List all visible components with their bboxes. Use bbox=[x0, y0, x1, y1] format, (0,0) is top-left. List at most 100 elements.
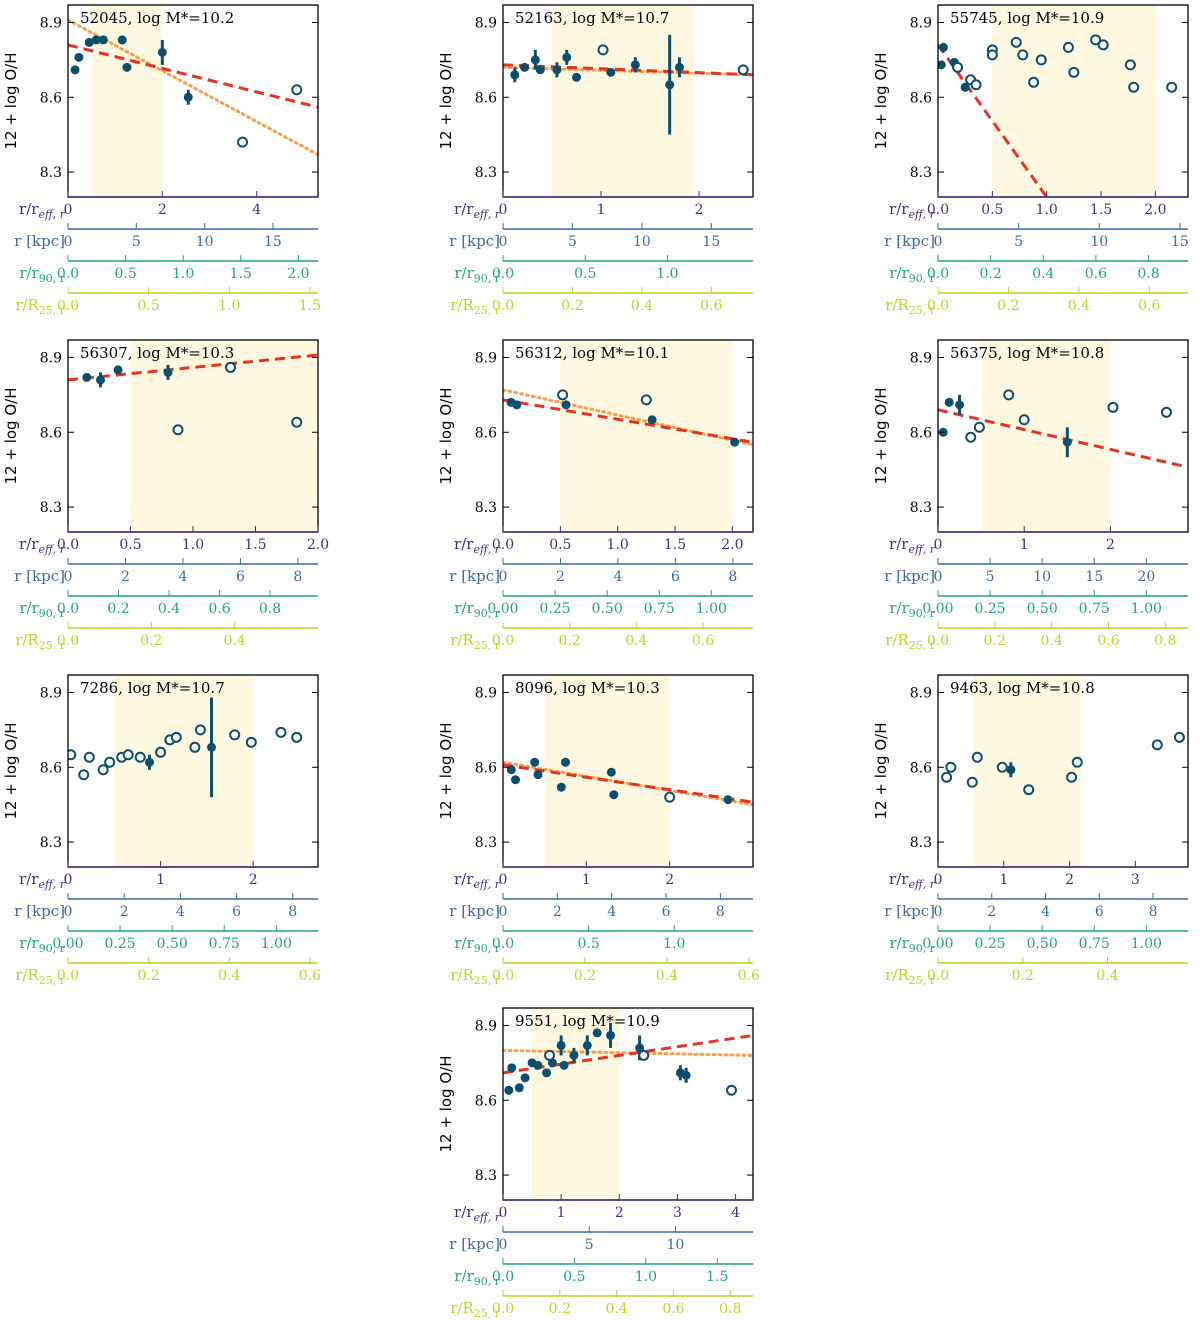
x-tick-label: 0.4 bbox=[158, 601, 180, 617]
x-tick-label: 0 bbox=[499, 1205, 508, 1221]
x-tick-label: 5 bbox=[568, 234, 577, 250]
x-tick-label: 8 bbox=[1149, 904, 1158, 920]
data-point bbox=[98, 35, 108, 45]
x-tick-label: 0.0 bbox=[492, 1269, 514, 1285]
x-tick-label: 0.2 bbox=[140, 633, 162, 649]
x-tick-label: 0 bbox=[64, 904, 73, 920]
x-axis-name: r/reff, r bbox=[19, 870, 66, 891]
data-point bbox=[559, 1060, 569, 1070]
y-tick-label: 8.6 bbox=[475, 90, 497, 106]
shaded-region bbox=[91, 5, 163, 197]
data-point-open bbox=[83, 751, 95, 763]
x-axis-name: r/r90, r bbox=[19, 599, 65, 620]
x-tick-label: 0.0 bbox=[57, 537, 79, 553]
x-tick-label: 0.5 bbox=[114, 266, 136, 282]
x-tick-label: 0.6 bbox=[662, 1301, 684, 1317]
data-point-open bbox=[986, 49, 998, 61]
y-tick-label: 8.6 bbox=[40, 90, 62, 106]
x-tick-label: 0 bbox=[499, 569, 508, 585]
x-tick-label: 0 bbox=[934, 872, 943, 888]
y-tick-label: 8.3 bbox=[910, 835, 932, 851]
x-tick-label: 2 bbox=[987, 904, 996, 920]
x-axis-name: r/R25, r bbox=[450, 1299, 501, 1320]
y-tick-label: 8.9 bbox=[475, 685, 497, 701]
x-tick-label: 0.2 bbox=[997, 298, 1019, 314]
data-point bbox=[504, 1085, 514, 1095]
x-tick-label: 1 bbox=[999, 872, 1008, 888]
x-tick-label: 0.6 bbox=[208, 601, 230, 617]
data-point bbox=[1006, 765, 1016, 775]
x-tick-label: 20 bbox=[1137, 569, 1155, 585]
data-point bbox=[542, 1068, 552, 1078]
x-tick-label: 1.0 bbox=[607, 537, 629, 553]
data-point bbox=[533, 770, 543, 780]
x-tick-label: 0.0 bbox=[927, 633, 949, 649]
data-point-open bbox=[1151, 739, 1163, 751]
data-point bbox=[606, 767, 616, 777]
x-tick-label: 15 bbox=[1085, 569, 1103, 585]
data-point-open bbox=[122, 749, 134, 761]
x-axis-name: r/r90, r bbox=[454, 264, 500, 285]
x-tick-label: 0.4 bbox=[1068, 298, 1090, 314]
x-tick-label: 0 bbox=[499, 234, 508, 250]
x-tick-label: 0.4 bbox=[224, 633, 246, 649]
x-tick-label: 2 bbox=[249, 872, 258, 888]
x-tick-label: 0.8 bbox=[259, 601, 281, 617]
fit-line bbox=[503, 763, 753, 804]
x-tick-label: 0.6 bbox=[692, 633, 714, 649]
y-axis-label: 12 + log O/H bbox=[437, 1056, 455, 1153]
fit-line bbox=[503, 63, 753, 77]
x-tick-label: 0.0 bbox=[492, 968, 514, 984]
data-point-open bbox=[973, 421, 985, 433]
y-axis-label: 12 + log O/H bbox=[2, 388, 20, 485]
data-point bbox=[96, 375, 105, 385]
data-point-open bbox=[737, 64, 749, 76]
data-point bbox=[606, 67, 616, 77]
data-point-open bbox=[78, 769, 90, 781]
data-point bbox=[74, 52, 84, 62]
data-point-open bbox=[1062, 41, 1074, 53]
y-tick-label: 8.9 bbox=[475, 15, 497, 31]
x-tick-label: 6 bbox=[1095, 904, 1104, 920]
data-point bbox=[157, 47, 167, 57]
y-tick-label: 8.3 bbox=[910, 500, 932, 516]
data-point bbox=[506, 765, 516, 775]
x-tick-label: 0 bbox=[499, 904, 508, 920]
y-tick-label: 8.3 bbox=[40, 500, 62, 516]
x-tick-label: 6 bbox=[236, 569, 245, 585]
x-tick-label: 2.0 bbox=[287, 266, 309, 282]
x-tick-label: 0.2 bbox=[107, 601, 129, 617]
x-tick-label: 4 bbox=[178, 569, 187, 585]
panel-56312: 8.3 8.6 8.9 12 + log O/H 56312, log M*=10.1 0… bbox=[437, 339, 754, 652]
x-axis-name: r/r90, r bbox=[19, 934, 65, 955]
x-tick-label: 0.75 bbox=[1079, 601, 1110, 617]
data-point-open bbox=[134, 751, 146, 763]
y-axis-label: 12 + log O/H bbox=[437, 723, 455, 820]
data-point-open bbox=[966, 776, 978, 788]
x-tick-label: 0 bbox=[499, 872, 508, 888]
x-tick-label: 0.0 bbox=[927, 202, 949, 218]
x-tick-label: 0 bbox=[934, 569, 943, 585]
x-tick-label: 1.5 bbox=[706, 1269, 728, 1285]
x-tick-label: 0.0 bbox=[57, 601, 79, 617]
panel-annotation: 56307, log M*=10.3 bbox=[80, 344, 234, 362]
alt-fit-line bbox=[503, 760, 753, 807]
x-tick-label: 8 bbox=[288, 904, 297, 920]
data-point bbox=[561, 400, 571, 410]
y-axis-label: 12 + log O/H bbox=[872, 53, 890, 150]
x-tick-label: 0.4 bbox=[625, 633, 647, 649]
x-tick-label: 6 bbox=[662, 904, 671, 920]
x-tick-label: 2 bbox=[1065, 872, 1074, 888]
data-point bbox=[723, 795, 733, 805]
x-tick-label: 1 bbox=[156, 872, 165, 888]
x-tick-label: 10 bbox=[666, 1237, 684, 1253]
x-axis-name: r/reff, r bbox=[889, 200, 936, 221]
data-point bbox=[1062, 437, 1072, 447]
data-point bbox=[113, 365, 123, 375]
panel-annotation: 52045, log M*=10.2 bbox=[80, 9, 234, 27]
y-axis-label: 12 + log O/H bbox=[872, 388, 890, 485]
x-tick-label: 0.5 bbox=[138, 298, 160, 314]
data-point bbox=[535, 65, 545, 75]
data-point bbox=[183, 92, 193, 102]
data-point-open bbox=[557, 389, 569, 401]
